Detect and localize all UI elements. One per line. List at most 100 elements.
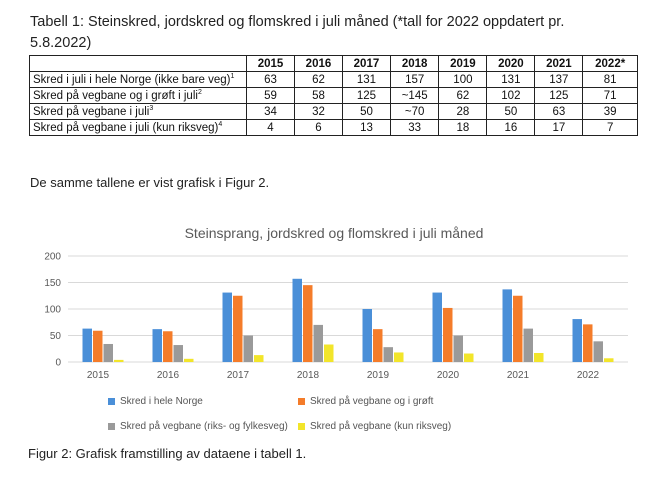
bar <box>114 359 124 362</box>
bar <box>233 295 243 362</box>
y-tick-label: 100 <box>44 305 61 316</box>
bar <box>103 343 113 362</box>
bar <box>222 292 232 362</box>
bar <box>163 331 173 362</box>
row-label-text: Skred på vegbane i juli (kun riksveg) <box>33 121 219 134</box>
table-header-row: 2015 2016 2017 2018 2019 2020 2021 2022* <box>29 55 638 72</box>
table-caption-line-1: Tabell 1: Steinskred, jordskred og floms… <box>30 14 565 30</box>
bar <box>373 329 383 362</box>
header-cell: 2022* <box>582 55 638 72</box>
row-label: Skred på vegbane i juli (kun riksveg)4 <box>29 119 247 136</box>
bar <box>432 292 442 362</box>
table-cell: 63 <box>246 71 295 88</box>
bar <box>362 309 372 362</box>
bar <box>604 358 614 362</box>
x-tick-label: 2021 <box>507 370 530 381</box>
row-label-text: Skred i juli i hele Norge (ikke bare veg… <box>33 73 231 86</box>
table-cell: 39 <box>582 103 638 120</box>
legend-label: Skred på vegbane (kun riksveg) <box>310 421 452 432</box>
table-caption-line-2: 5.8.2022) <box>30 35 92 51</box>
bar-chart: Steinsprang, jordskred og flomskred i ju… <box>44 225 628 381</box>
row-label-text: Skred på vegbane og i grøft i juli <box>33 89 198 102</box>
x-tick-label: 2019 <box>367 370 390 381</box>
footnote-marker: 1 <box>230 73 235 81</box>
bar <box>292 278 302 362</box>
bar <box>572 319 582 362</box>
table-cell: ~145 <box>389 87 440 104</box>
reference-text: De samme tallene er vist grafisk i Figur… <box>30 175 270 190</box>
table-cell: 28 <box>438 103 488 120</box>
bar <box>93 330 103 362</box>
table-cell: 13 <box>341 119 391 136</box>
header-cell: 2016 <box>293 55 343 72</box>
table-cell: 16 <box>486 119 536 136</box>
bar <box>254 355 264 362</box>
table-cell: 102 <box>486 87 536 104</box>
header-cell: 2018 <box>389 55 440 72</box>
legend-swatch <box>298 423 305 430</box>
bar <box>464 353 474 362</box>
bar <box>173 345 183 362</box>
legend-label: Skred på vegbane og i grøft <box>310 396 434 407</box>
chart-legend: Skred i hele Norge Skred på vegbane og i … <box>28 396 640 444</box>
table-cell: 81 <box>582 71 638 88</box>
header-cell: 2021 <box>534 55 584 72</box>
bar <box>184 358 194 362</box>
bar <box>453 335 463 362</box>
header-cell: 2015 <box>246 55 295 72</box>
legend-swatch <box>108 398 115 405</box>
x-tick-label: 2018 <box>297 370 320 381</box>
table-cell: 137 <box>534 71 584 88</box>
table-cell: 62 <box>438 87 488 104</box>
x-tick-label: 2016 <box>157 370 180 381</box>
table-cell: 18 <box>438 119 488 136</box>
bar <box>502 289 512 362</box>
table-cell: 157 <box>389 71 440 88</box>
chart-container: Steinsprang, jordskred og flomskred i ju… <box>28 213 640 445</box>
table-cell: 7 <box>582 119 638 136</box>
footnote-marker: 4 <box>218 121 223 129</box>
y-tick-label: 0 <box>55 358 61 369</box>
row-label: Skred i juli i hele Norge (ikke bare veg… <box>29 71 247 88</box>
table-cell: 4 <box>246 119 295 136</box>
bar <box>583 324 593 362</box>
header-cell: 2020 <box>486 55 536 72</box>
bar <box>82 328 92 362</box>
header-cell: 2019 <box>438 55 488 72</box>
table-row: Skred i juli i hele Norge (ikke bare veg… <box>29 71 638 88</box>
bar <box>383 347 393 362</box>
table-cell: 58 <box>293 87 343 104</box>
table-cell: 125 <box>341 87 391 104</box>
table-cell: 6 <box>293 119 343 136</box>
row-label: Skred på vegbane i juli3 <box>29 103 247 120</box>
table-cell: 71 <box>582 87 638 104</box>
table-cell: 34 <box>246 103 295 120</box>
table-caption: Tabell 1: Steinskred, jordskred og floms… <box>30 12 640 54</box>
bar <box>513 295 523 362</box>
table-cell: 125 <box>534 87 584 104</box>
bar <box>534 352 544 362</box>
legend-swatch <box>298 398 305 405</box>
bar <box>324 344 334 362</box>
bar <box>303 285 313 362</box>
row-label-text: Skred på vegbane i juli <box>33 105 150 118</box>
table-cell: ~70 <box>389 103 440 120</box>
x-tick-label: 2015 <box>87 370 110 381</box>
bar <box>523 328 533 362</box>
landslide-table: 2015 2016 2017 2018 2019 2020 2021 2022*… <box>29 55 638 136</box>
table-cell: 50 <box>486 103 536 120</box>
bar <box>593 341 603 362</box>
legend-item: Skred i hele Norge <box>108 396 203 407</box>
table-cell: 63 <box>534 103 584 120</box>
table-cell: 131 <box>341 71 391 88</box>
header-cell: 2017 <box>341 55 391 72</box>
legend-item: Skred på vegbane og i grøft <box>298 396 433 407</box>
chart-title: Steinsprang, jordskred og flomskred i ju… <box>185 225 484 241</box>
legend-label: Skred i hele Norge <box>120 396 203 407</box>
y-tick-label: 200 <box>44 252 61 263</box>
table-cell: 62 <box>293 71 343 88</box>
x-tick-label: 2017 <box>227 370 250 381</box>
bar <box>313 324 323 362</box>
y-tick-label: 50 <box>50 331 62 342</box>
table-row: Skred på vegbane i juli3 34 32 50 ~70 28… <box>29 103 638 120</box>
